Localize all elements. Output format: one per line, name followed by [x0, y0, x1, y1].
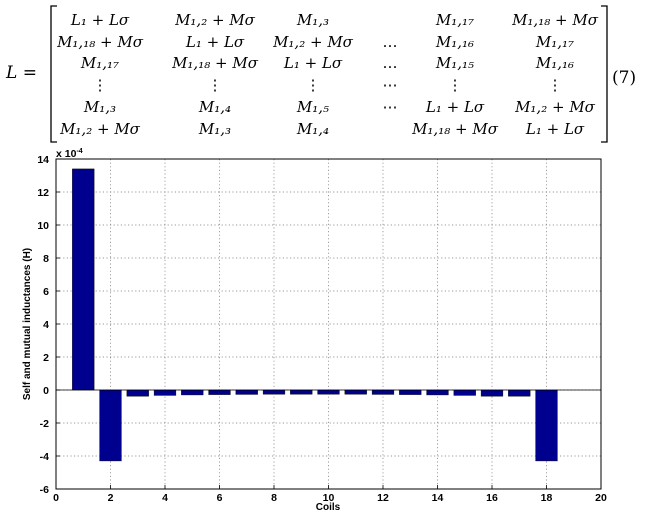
bar-coil-13	[399, 389, 422, 395]
matrix-cell: …	[383, 33, 398, 51]
matrix-cell: M₁,₂ + Mσ	[514, 98, 596, 116]
matrix-cell: L₁ + Lσ	[525, 120, 585, 138]
bar-coil-6	[208, 389, 231, 395]
equation-number: (7)	[612, 68, 636, 88]
x-tick-label: 2	[108, 492, 114, 504]
bar-coil-7	[235, 389, 258, 395]
bar-coil-16	[480, 389, 504, 397]
y-tick-label: 12	[37, 187, 49, 199]
matrix-cell: M₁,₁₇	[535, 33, 574, 51]
matrix-cell: L₁ + Lσ	[283, 54, 343, 72]
matrix-cell: M₁,₁₅	[435, 54, 474, 72]
y-axis-title: Self and mutual inductances (H)	[22, 248, 33, 400]
inductance-bar-chart: 0 2 4 6 8 10 12 14 16 18 20 -6 -4 -2 0 2 4 6 8 10 12 14 x 10…	[22, 148, 607, 513]
bar-coil-15	[453, 389, 476, 396]
y-tick-label: 10	[37, 220, 49, 232]
bar-coil-17	[508, 389, 531, 397]
y-scale-base: x 10	[56, 148, 77, 160]
bar-coil-10	[317, 389, 340, 395]
bar-coil-5	[181, 389, 204, 396]
y-tick-label: -4	[40, 451, 49, 463]
y-tick-label: -6	[40, 484, 49, 496]
x-tick-label: 20	[595, 492, 607, 504]
inductance-matrix-equation: L = L₁ + Lσ M₁,₂ + Mσ M₁,₃ M₁,₁₇ M₁,₁₈ + Mσ M…	[5, 5, 636, 143]
equation-lhs: L =	[5, 63, 37, 83]
x-tick-label: 0	[53, 492, 59, 504]
matrix-cell: M₁,₁₇	[435, 11, 474, 29]
bar-coil-1	[72, 168, 95, 391]
matrix-cell: M₁,₃	[83, 98, 116, 116]
matrix-cells: L₁ + Lσ M₁,₂ + Mσ M₁,₃ M₁,₁₇ M₁,₁₈ + Mσ M₁,₁₈…	[56, 11, 599, 138]
right-bracket	[601, 5, 608, 143]
y-scale-power: -4	[76, 148, 82, 155]
x-tick-label: 6	[217, 492, 223, 504]
matrix-cell: M₁,₁₈ + Mσ	[411, 120, 499, 138]
y-tick-label: 4	[43, 319, 49, 331]
bar-coil-8	[262, 389, 286, 395]
bar-coil-18	[535, 389, 558, 462]
x-tick-label: 12	[377, 492, 389, 504]
matrix-cell: M₁,₁₇	[80, 54, 119, 72]
bar-coil-9	[290, 389, 313, 395]
matrix-cell: M₁,₁₆	[435, 33, 474, 51]
left-bracket	[50, 5, 57, 143]
y-tick-label: 0	[43, 385, 49, 397]
matrix-cell: M₁,₅	[296, 98, 329, 116]
y-scale-exponent: x 10-4	[56, 148, 83, 160]
bars	[72, 168, 558, 462]
matrix-cell: L₁ + Lσ	[185, 33, 245, 51]
matrix-cell: ⋯	[383, 76, 398, 94]
x-axis-ticks: 0 2 4 6 8 10 12 14 16 18 20	[53, 485, 607, 504]
bar-coil-4	[153, 389, 177, 396]
matrix-cell: M₁,₁₈ + Mσ	[56, 33, 144, 51]
matrix-cell: M₁,₄	[296, 120, 329, 138]
y-tick-label: -2	[40, 418, 49, 430]
x-tick-label: 10	[323, 492, 335, 504]
matrix-cell: M₁,₁₈ + Mσ	[511, 11, 599, 29]
matrix-cell: ⋮	[548, 76, 563, 94]
matrix-cell: L₁ + Lσ	[70, 11, 130, 29]
bar-coil-12	[371, 389, 395, 395]
matrix-cell: M₁,₂ + Mσ	[272, 33, 354, 51]
x-axis-title: Coils	[316, 502, 341, 513]
matrix-cell: M₁,₂ + Mσ	[59, 120, 141, 138]
y-tick-label: 6	[43, 286, 49, 298]
matrix-cell: M₁,₃	[198, 120, 231, 138]
bar-coil-3	[126, 389, 149, 397]
plot-area	[56, 159, 601, 489]
x-tick-label: 16	[486, 492, 498, 504]
x-tick-label: 4	[162, 492, 168, 504]
matrix-cell: ⋯	[383, 98, 398, 116]
x-tick-label: 8	[271, 492, 277, 504]
matrix-cell: M₁,₁₈ + Mσ	[171, 54, 259, 72]
y-tick-label: 2	[43, 352, 49, 364]
matrix-cell: …	[383, 54, 398, 72]
y-axis-ticks: -6 -4 -2 0 2 4 6 8 10 12 14	[37, 154, 60, 496]
bar-coil-2	[99, 389, 122, 462]
matrix-cell: L₁ + Lσ	[425, 98, 485, 116]
x-tick-label: 18	[541, 492, 553, 504]
matrix-cell: M₁,₃	[296, 11, 329, 29]
matrix-cell: M₁,₂ + Mσ	[174, 11, 256, 29]
x-tick-label: 14	[432, 492, 444, 504]
matrix-cell: ⋮	[93, 76, 108, 94]
matrix-cell: M₁,₁₆	[535, 54, 574, 72]
bar-coil-11	[344, 389, 367, 395]
y-tick-label: 8	[43, 253, 49, 265]
matrix-cell: ⋮	[208, 76, 223, 94]
matrix-cell: ⋮	[448, 76, 463, 94]
matrix-cell: M₁,₄	[198, 98, 231, 116]
matrix-cell: ⋮	[306, 76, 321, 94]
y-tick-label: 14	[37, 154, 49, 166]
bar-coil-14	[426, 389, 449, 396]
